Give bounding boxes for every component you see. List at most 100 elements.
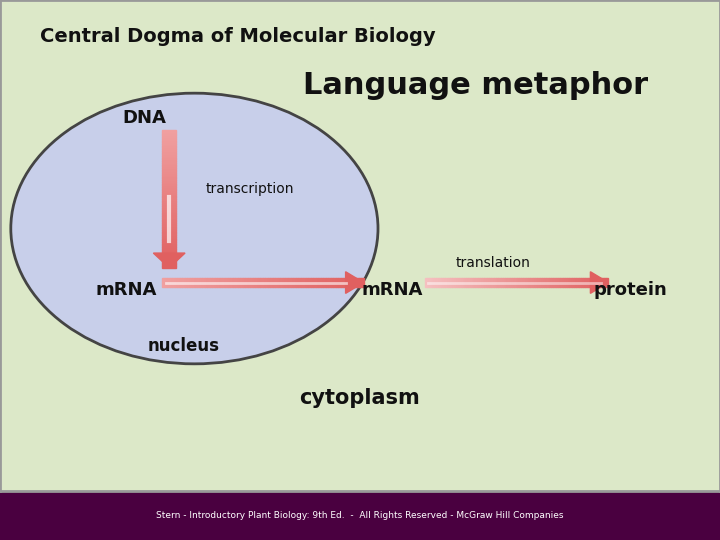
FancyArrow shape — [162, 158, 176, 159]
FancyArrow shape — [162, 140, 176, 142]
FancyArrow shape — [162, 240, 176, 242]
FancyArrow shape — [469, 278, 471, 287]
FancyArrow shape — [604, 278, 606, 287]
FancyArrow shape — [585, 278, 588, 287]
FancyArrow shape — [517, 278, 519, 287]
FancyArrow shape — [162, 265, 176, 266]
FancyArrow shape — [593, 278, 595, 287]
FancyArrow shape — [485, 278, 487, 287]
FancyArrow shape — [438, 278, 441, 287]
FancyArrow shape — [346, 278, 348, 287]
FancyArrow shape — [162, 211, 176, 213]
FancyArrow shape — [251, 278, 253, 287]
FancyArrow shape — [162, 166, 176, 168]
Text: cytoplasm: cytoplasm — [300, 388, 420, 408]
FancyArrow shape — [180, 278, 182, 287]
FancyArrow shape — [553, 278, 556, 287]
FancyArrow shape — [162, 204, 176, 206]
FancyArrow shape — [531, 278, 533, 287]
FancyArrow shape — [162, 142, 176, 144]
FancyArrow shape — [533, 278, 535, 287]
FancyArrow shape — [167, 278, 170, 287]
FancyArrow shape — [291, 278, 293, 287]
FancyArrow shape — [207, 278, 210, 287]
FancyArrow shape — [162, 192, 176, 194]
FancyArrow shape — [162, 254, 176, 256]
FancyArrow shape — [162, 259, 176, 261]
FancyArrow shape — [521, 278, 523, 287]
FancyArrow shape — [177, 278, 180, 287]
FancyArrow shape — [489, 278, 491, 287]
FancyArrow shape — [235, 278, 238, 287]
FancyArrow shape — [273, 278, 276, 287]
FancyArrow shape — [457, 278, 459, 287]
FancyArrow shape — [595, 278, 597, 287]
FancyArrow shape — [162, 246, 176, 247]
FancyArrow shape — [427, 278, 429, 287]
FancyArrow shape — [354, 278, 356, 287]
FancyArrow shape — [162, 159, 176, 161]
FancyArrow shape — [564, 278, 567, 287]
Text: mRNA: mRNA — [361, 281, 423, 299]
FancyArrow shape — [556, 278, 558, 287]
Text: Stern - Introductory Plant Biology: 9th Ed.  -  All Rights Reserved - McGraw Hil: Stern - Introductory Plant Biology: 9th … — [156, 511, 564, 520]
FancyArrow shape — [162, 130, 176, 132]
FancyArrow shape — [162, 230, 176, 232]
FancyArrow shape — [432, 278, 434, 287]
FancyArrow shape — [225, 278, 228, 287]
FancyArrow shape — [308, 278, 311, 287]
FancyArrow shape — [500, 278, 503, 287]
FancyArrow shape — [212, 278, 215, 287]
FancyArrow shape — [436, 278, 438, 287]
FancyArrow shape — [162, 147, 176, 149]
FancyArrow shape — [194, 278, 197, 287]
FancyArrow shape — [599, 278, 601, 287]
FancyArrow shape — [271, 278, 273, 287]
FancyArrow shape — [459, 278, 462, 287]
FancyArrow shape — [473, 278, 475, 287]
FancyArrow shape — [562, 278, 564, 287]
FancyArrow shape — [162, 225, 176, 227]
FancyArrow shape — [162, 202, 176, 204]
FancyArrow shape — [162, 132, 176, 134]
FancyArrow shape — [162, 161, 176, 163]
FancyArrow shape — [313, 278, 316, 287]
FancyArrow shape — [588, 278, 590, 287]
FancyArrow shape — [574, 278, 576, 287]
FancyArrow shape — [162, 266, 176, 268]
FancyArrow shape — [162, 228, 176, 230]
Text: nucleus: nucleus — [148, 338, 220, 355]
FancyArrow shape — [537, 278, 539, 287]
FancyArrow shape — [425, 278, 427, 287]
FancyArrow shape — [165, 278, 167, 287]
FancyArrow shape — [597, 278, 599, 287]
FancyArrow shape — [325, 278, 328, 287]
FancyArrow shape — [210, 278, 212, 287]
FancyArrow shape — [441, 278, 443, 287]
FancyArrow shape — [346, 272, 364, 293]
FancyArrow shape — [583, 278, 585, 287]
FancyArrow shape — [285, 278, 288, 287]
FancyArrow shape — [293, 278, 296, 287]
FancyArrow shape — [215, 278, 217, 287]
FancyArrow shape — [581, 278, 583, 287]
FancyArrow shape — [162, 194, 176, 195]
FancyArrow shape — [205, 278, 207, 287]
FancyArrow shape — [323, 278, 325, 287]
FancyArrow shape — [253, 278, 256, 287]
FancyArrow shape — [197, 278, 200, 287]
FancyArrow shape — [546, 278, 549, 287]
FancyArrow shape — [601, 278, 604, 287]
FancyArrow shape — [316, 278, 318, 287]
FancyArrow shape — [452, 278, 454, 287]
FancyArrow shape — [162, 206, 176, 207]
FancyArrow shape — [503, 278, 505, 287]
FancyArrow shape — [162, 191, 176, 192]
FancyArrow shape — [331, 278, 333, 287]
FancyArrow shape — [551, 278, 553, 287]
FancyArrow shape — [162, 242, 176, 244]
Text: mRNA: mRNA — [95, 281, 157, 299]
FancyArrow shape — [162, 137, 176, 139]
FancyArrow shape — [429, 278, 432, 287]
FancyArrow shape — [162, 235, 176, 237]
